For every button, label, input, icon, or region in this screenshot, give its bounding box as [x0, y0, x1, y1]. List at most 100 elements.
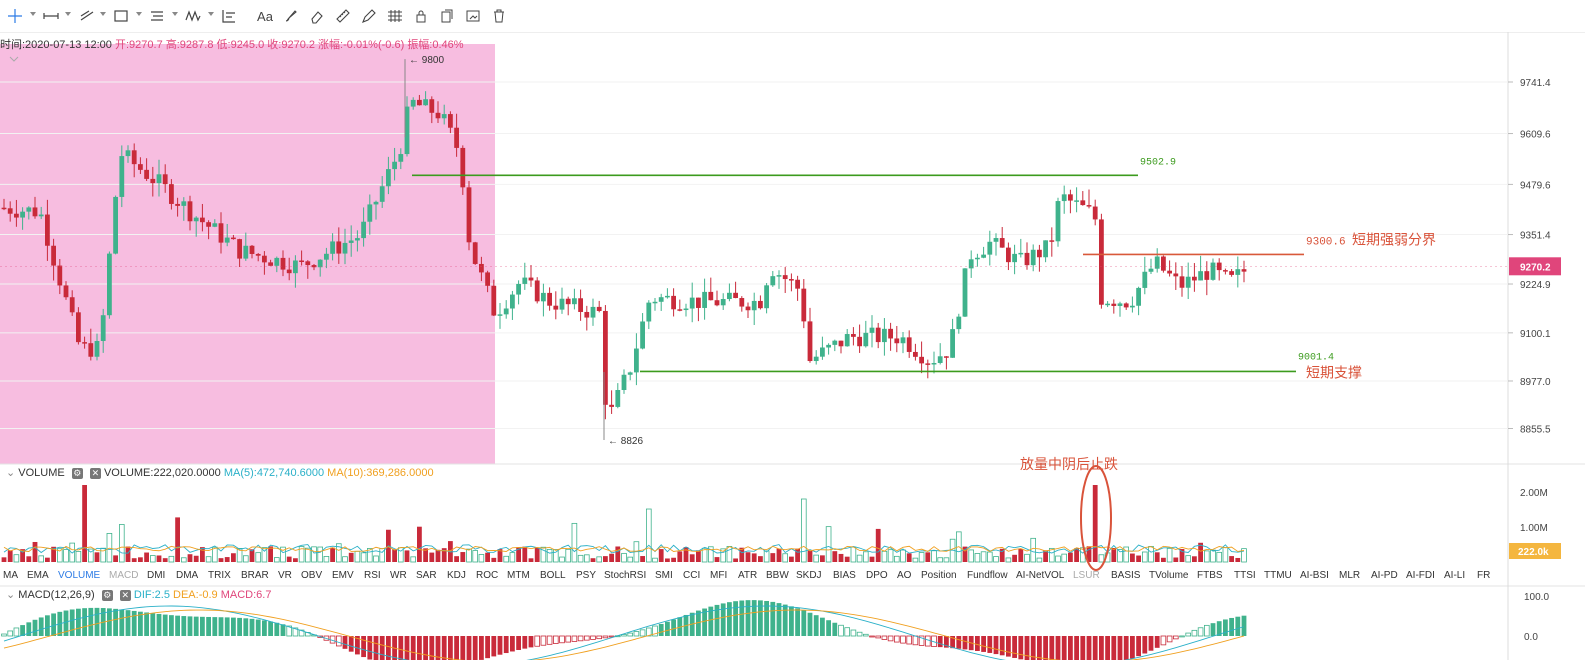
close-icon[interactable]: ✕	[89, 467, 101, 479]
measure-icon[interactable]	[218, 5, 240, 27]
tab-mfi[interactable]: MFI	[710, 570, 728, 581]
tab-ai-bsi[interactable]: AI-BSI	[1300, 570, 1329, 581]
candle-body	[336, 241, 342, 254]
ruler-icon[interactable]	[332, 5, 354, 27]
tab-wr[interactable]: WR	[390, 570, 407, 581]
tab-ai-pd[interactable]: AI-PD	[1371, 570, 1398, 581]
settings-icon[interactable]: ⚙	[101, 589, 113, 601]
tab-ma[interactable]: MA	[3, 570, 18, 581]
volume-bar	[1241, 548, 1247, 563]
tab-tvolume[interactable]: TVolume	[1149, 570, 1189, 581]
tab-dpo[interactable]: DPO	[866, 570, 888, 581]
volume-bar	[57, 548, 63, 563]
chevron-down-icon[interactable]	[65, 12, 71, 16]
volume-bar	[168, 555, 175, 563]
tab-ema[interactable]: EMA	[27, 570, 49, 581]
macd-bar	[125, 610, 131, 636]
tab-mtm[interactable]: MTM	[507, 570, 530, 581]
candle-body	[1024, 252, 1030, 266]
tab-boll[interactable]: BOLL	[540, 570, 566, 581]
tab-brar[interactable]: BRAR	[241, 570, 269, 581]
tab-obv[interactable]: OBV	[301, 570, 323, 581]
macd-bar	[386, 636, 391, 660]
text-icon[interactable]: Aa	[257, 8, 273, 24]
tab-vr[interactable]: VR	[278, 570, 292, 581]
tab-bbw[interactable]: BBW	[766, 570, 789, 581]
tab-sar[interactable]: SAR	[416, 570, 437, 581]
horizontal-ray-icon[interactable]	[40, 5, 62, 27]
parallel-channel-icon[interactable]	[146, 5, 168, 27]
settings-icon[interactable]: ⚙	[71, 467, 83, 479]
tab-dmi[interactable]: DMI	[147, 570, 166, 581]
tab-ai-li[interactable]: AI-LI	[1444, 570, 1466, 581]
tab-dma[interactable]: DMA	[176, 570, 199, 581]
tab-kdj[interactable]: KDJ	[447, 570, 466, 581]
volume-bar	[875, 528, 881, 562]
volume-bar	[273, 557, 280, 563]
chevron-down-icon[interactable]	[9, 56, 19, 62]
tab-basis[interactable]: BASIS	[1111, 570, 1141, 581]
tab-bias[interactable]: BIAS	[833, 570, 856, 581]
fib-icon[interactable]	[384, 5, 406, 27]
volume-bar	[856, 554, 863, 563]
volume-bar	[912, 557, 919, 563]
chevron-down-icon[interactable]	[208, 12, 214, 16]
chevron-down-icon[interactable]	[100, 12, 106, 16]
eraser-icon[interactable]	[306, 5, 328, 27]
tab-ttsi[interactable]: TTSI	[1234, 570, 1256, 581]
tab-trix[interactable]: TRIX	[208, 570, 231, 581]
chevron-down-icon[interactable]: ⌄	[6, 467, 16, 479]
macd-bar	[503, 636, 509, 654]
tab-skdj[interactable]: SKDJ	[796, 570, 822, 581]
candle-body	[69, 297, 75, 313]
tab-lsur[interactable]: LSUR	[1073, 570, 1100, 581]
tab-ai-fdi[interactable]: AI-FDI	[1406, 570, 1435, 581]
candle-body	[999, 238, 1005, 248]
tab-stochrsi[interactable]: StochRSI	[604, 570, 647, 581]
tab-smi[interactable]: SMI	[655, 570, 673, 581]
tab-volume[interactable]: VOLUME	[58, 570, 101, 581]
tab-rsi[interactable]: RSI	[364, 570, 381, 581]
candle-body	[1161, 256, 1166, 271]
copy-icon[interactable]	[436, 5, 458, 27]
trash-icon[interactable]	[488, 5, 510, 27]
screenshot-icon[interactable]	[462, 5, 484, 27]
tab-fr[interactable]: FR	[1477, 570, 1491, 581]
tab-atr[interactable]: ATR	[738, 570, 758, 581]
volume-bar	[943, 557, 950, 563]
brush-icon[interactable]	[280, 5, 302, 27]
candle-body	[274, 257, 280, 266]
rectangle-icon[interactable]	[110, 5, 132, 27]
tab-fundflow[interactable]: Fundflow	[967, 570, 1008, 581]
tab-ai-netvol[interactable]: AI-NetVOL	[1016, 570, 1065, 581]
lock-icon[interactable]	[410, 5, 432, 27]
chevron-down-icon[interactable]	[136, 12, 142, 16]
tab-ftbs[interactable]: FTBS	[1197, 570, 1223, 581]
close-icon[interactable]: ✕	[119, 589, 131, 601]
crosshair-icon[interactable]	[4, 5, 26, 27]
tab-macd[interactable]: MACD	[109, 570, 139, 581]
pencil-icon[interactable]	[358, 5, 380, 27]
trend-line-icon[interactable]	[76, 5, 98, 27]
chevron-down-icon[interactable]: ⌄	[6, 589, 16, 601]
candle-body	[417, 99, 422, 106]
chevron-down-icon[interactable]	[172, 12, 178, 16]
candle-body	[609, 404, 614, 407]
candle-body	[596, 306, 602, 311]
volume-bar	[211, 546, 218, 563]
tab-mlr[interactable]: MLR	[1339, 570, 1361, 581]
tab-ao[interactable]: AO	[897, 570, 912, 581]
volume-bar	[739, 547, 745, 562]
wave-pattern-icon[interactable]	[182, 5, 204, 27]
macd-bar	[739, 600, 745, 636]
tab-roc[interactable]: ROC	[476, 570, 499, 581]
tab-position[interactable]: Position	[921, 570, 957, 581]
volume-ma10: MA(10):369,286.0000	[327, 467, 434, 479]
tab-psy[interactable]: PSY	[576, 570, 597, 581]
tab-emv[interactable]: EMV	[332, 570, 354, 581]
tab-ttmu[interactable]: TTMU	[1264, 570, 1292, 581]
chevron-down-icon[interactable]	[30, 12, 36, 16]
tab-cci[interactable]: CCI	[683, 570, 701, 581]
macd-bar	[912, 635, 919, 646]
